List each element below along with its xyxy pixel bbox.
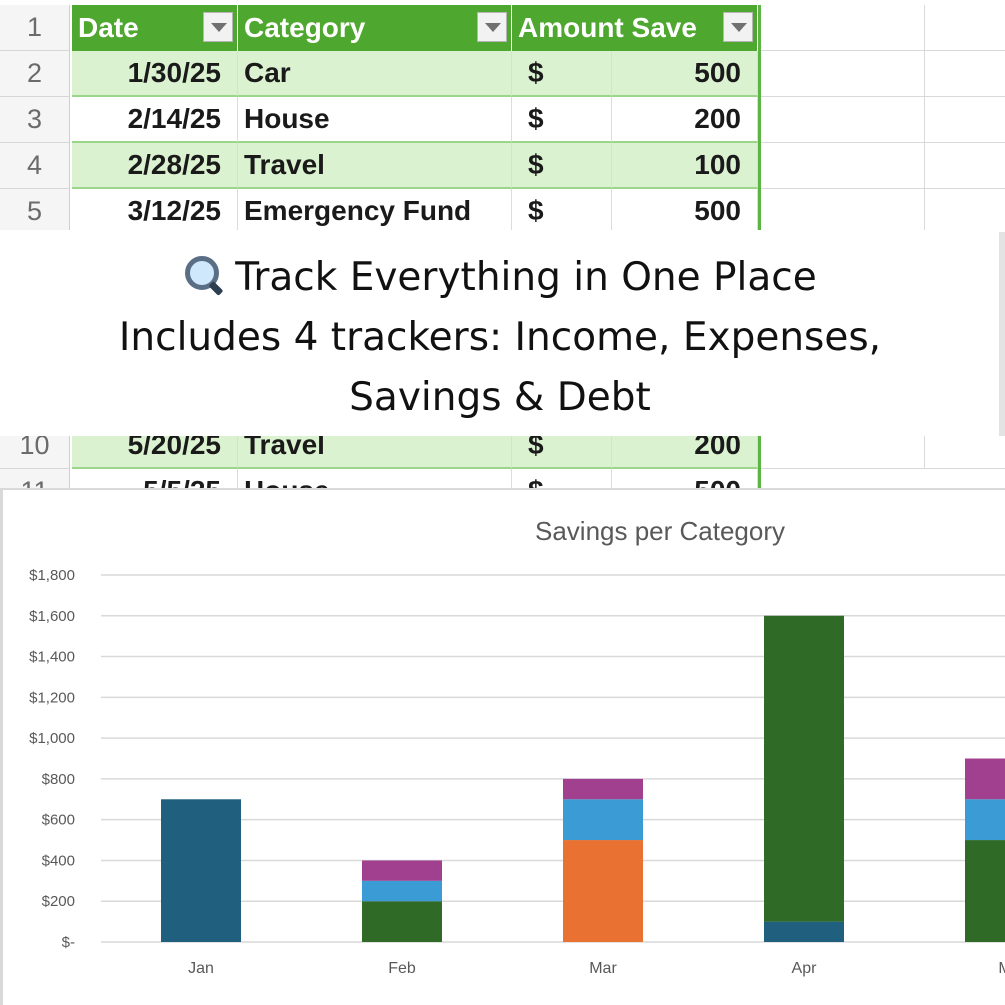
y-tick-label: $1,400 bbox=[29, 649, 75, 666]
filter-dropdown-icon[interactable] bbox=[723, 12, 753, 42]
bar-segment[interactable] bbox=[563, 840, 643, 942]
banner-line-3: Savings & Debt bbox=[349, 375, 651, 420]
cell-currency[interactable]: $ bbox=[512, 97, 612, 143]
bar-segment[interactable] bbox=[563, 778, 643, 800]
scrollbar[interactable] bbox=[999, 232, 1005, 436]
cell-category[interactable]: Car bbox=[238, 51, 512, 97]
bar-segment[interactable] bbox=[965, 758, 1005, 800]
cell-date[interactable]: 2/28/25 bbox=[72, 143, 238, 189]
magnifying-glass-icon bbox=[183, 254, 225, 296]
y-tick-label: $1,600 bbox=[29, 608, 75, 625]
banner-headline: Track Everything in One Place bbox=[0, 248, 1000, 308]
bar-segment[interactable] bbox=[161, 799, 241, 942]
cell-currency[interactable]: $ bbox=[512, 189, 612, 235]
row-header-1[interactable]: 1 bbox=[0, 5, 70, 51]
cell-date[interactable]: 3/12/25 bbox=[72, 189, 238, 235]
x-tick-label: Feb bbox=[388, 960, 416, 977]
y-tick-label: $800 bbox=[42, 771, 75, 788]
x-tick-label: Jan bbox=[188, 960, 214, 977]
cell-category[interactable]: House bbox=[238, 469, 512, 488]
header-date[interactable]: Date bbox=[72, 5, 238, 51]
cell-date[interactable]: 5/5/25 bbox=[72, 469, 238, 488]
cell-amount[interactable]: 500 bbox=[612, 469, 758, 488]
bar-segment[interactable] bbox=[764, 615, 844, 922]
row-header-4[interactable]: 4 bbox=[0, 143, 70, 189]
bar-segment[interactable] bbox=[563, 799, 643, 841]
bar-segment[interactable] bbox=[362, 880, 442, 902]
header-category-label: Category bbox=[244, 12, 366, 43]
y-tick-label: $600 bbox=[42, 812, 75, 829]
bar-segment[interactable] bbox=[362, 860, 442, 881]
cell-currency[interactable]: $ bbox=[512, 143, 612, 189]
cell-amount[interactable]: 200 bbox=[612, 97, 758, 143]
cell-amount[interactable]: 500 bbox=[612, 189, 758, 235]
cell-date[interactable]: 2/14/25 bbox=[72, 97, 238, 143]
cell-category[interactable]: Travel bbox=[238, 143, 512, 189]
chart-bars bbox=[161, 615, 1005, 942]
x-tick-label: Mar bbox=[589, 960, 617, 977]
y-tick-label: $1,800 bbox=[29, 567, 75, 584]
row-header-2[interactable]: 2 bbox=[0, 51, 70, 97]
x-tick-label: Apr bbox=[792, 960, 818, 977]
header-date-label: Date bbox=[78, 12, 139, 43]
bar-segment[interactable] bbox=[965, 840, 1005, 942]
chart-title: Savings per Category bbox=[535, 516, 785, 546]
banner-line-2: Includes 4 trackers: Income, Expenses, bbox=[118, 315, 882, 360]
bar-segment[interactable] bbox=[965, 799, 1005, 841]
header-amount-label: Amount Save bbox=[518, 12, 697, 43]
filter-dropdown-icon[interactable] bbox=[477, 12, 507, 42]
cell-date[interactable]: 1/30/25 bbox=[72, 51, 238, 97]
cell-category[interactable]: Emergency Fund bbox=[238, 189, 512, 235]
chart-gridlines bbox=[101, 574, 1005, 943]
banner-line-1: Track Everything in One Place bbox=[235, 255, 817, 300]
chart-canvas: Savings per Category $-$200$400$600$800$… bbox=[29, 516, 1005, 977]
header-amount[interactable]: Amount Save bbox=[512, 5, 758, 51]
cell-amount[interactable]: 500 bbox=[612, 51, 758, 97]
x-tick-label: M bbox=[998, 960, 1005, 977]
table-border bbox=[758, 423, 761, 488]
cell-amount[interactable]: 100 bbox=[612, 143, 758, 189]
filter-dropdown-icon[interactable] bbox=[203, 12, 233, 42]
cell-currency[interactable]: $ bbox=[512, 469, 612, 488]
bar-segment[interactable] bbox=[764, 921, 844, 942]
y-tick-label: $400 bbox=[42, 852, 75, 869]
y-tick-label: $1,200 bbox=[29, 689, 75, 706]
y-tick-label: $200 bbox=[42, 893, 75, 910]
cell-currency[interactable]: $ bbox=[512, 51, 612, 97]
savings-chart[interactable]: Savings per Category $- $200 $400 $600 $800 $… bbox=[0, 488, 1005, 1005]
row-header-5[interactable]: 5 bbox=[0, 189, 70, 235]
chart-y-axis: $- $200 $400 $600 $800 $1,000 $1,200 $1,400 $1,6… bbox=[29, 567, 75, 951]
promo-banner: Track Everything in One Place Includes 4… bbox=[0, 230, 1000, 436]
cell-category[interactable]: House bbox=[238, 97, 512, 143]
y-tick-label: $- bbox=[62, 934, 75, 951]
bar-segment[interactable] bbox=[362, 901, 442, 942]
row-header-11[interactable]: 11 bbox=[0, 469, 70, 488]
y-tick-label: $1,000 bbox=[29, 730, 75, 747]
row-header-3[interactable]: 3 bbox=[0, 97, 70, 143]
chart-x-axis: Jan Feb Mar Apr M bbox=[188, 960, 1005, 977]
table-border bbox=[758, 5, 761, 230]
header-category[interactable]: Category bbox=[238, 5, 512, 51]
